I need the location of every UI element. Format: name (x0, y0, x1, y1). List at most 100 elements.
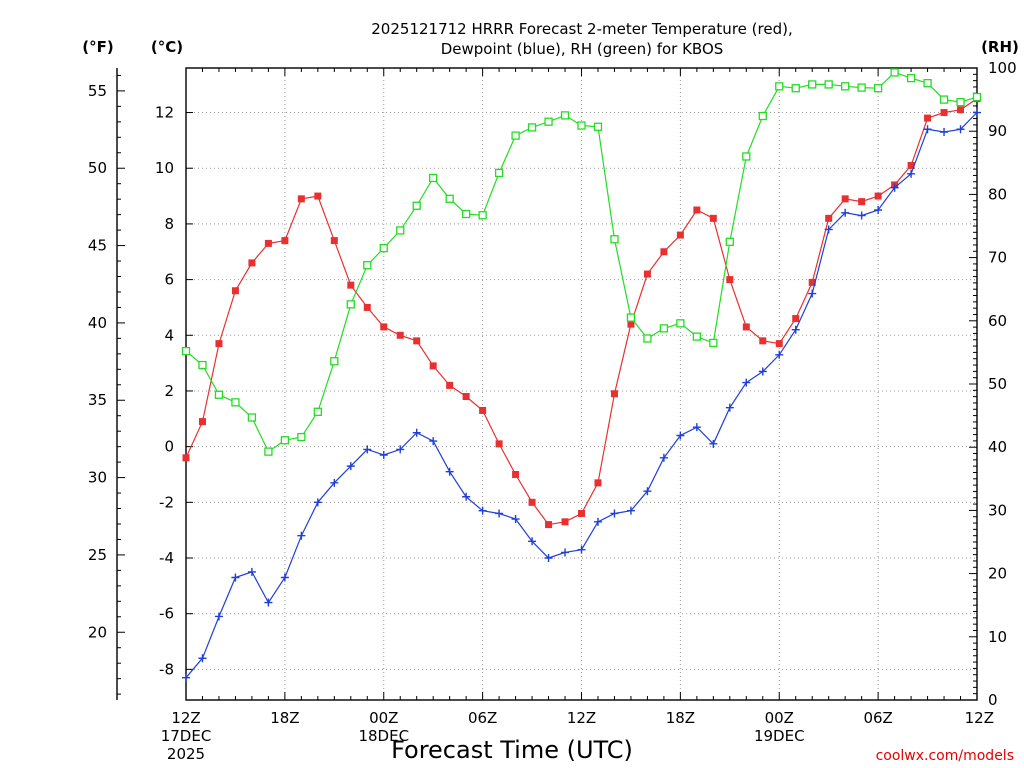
rh-point (643, 334, 652, 343)
rh-point (709, 338, 718, 348)
celsius-tick-label: 2 (164, 382, 174, 400)
rh-point (445, 194, 454, 203)
temperature-point (198, 418, 206, 426)
rh-point (659, 324, 669, 333)
rh-point (544, 117, 553, 126)
temperature-point (957, 106, 965, 114)
rh-point (478, 211, 487, 220)
dewpoint-point (841, 208, 850, 217)
temperature-point (610, 390, 618, 398)
temperature-point (676, 231, 684, 239)
dewpoint-point (808, 289, 817, 298)
dewpoint-point (198, 654, 207, 663)
rh-point (577, 121, 586, 130)
dewpoint-point (412, 428, 421, 437)
x-tick-label: 17DEC (161, 727, 212, 745)
dewpoint-point (379, 450, 388, 459)
rh-tick-label: 90 (988, 122, 1007, 140)
x-tick-label: 12Z (965, 709, 994, 727)
dewpoint-point (313, 498, 322, 507)
rh-point (461, 209, 471, 219)
rh-point (775, 82, 784, 91)
temperature-point (726, 276, 734, 284)
dewpoint-point (429, 437, 438, 446)
celsius-tick-label: 12 (155, 104, 174, 122)
x-tick-label: 06Z (468, 709, 497, 727)
rh-tick-label: 10 (988, 628, 1007, 646)
celsius-tick-label: -6 (159, 605, 174, 623)
rh-point (923, 79, 932, 88)
celsius-unit-label: (°C) (151, 38, 183, 56)
dewpoint-point (528, 537, 537, 546)
temperature-point (512, 470, 520, 478)
dewpoint-point (857, 211, 866, 220)
dewpoint-point (775, 350, 784, 359)
rh-point (231, 398, 240, 407)
dewpoint-point (923, 125, 932, 134)
temperature-point (182, 454, 190, 462)
rh-tick-label: 80 (988, 185, 1007, 203)
rh-point (181, 346, 191, 356)
temperature-point (841, 195, 849, 203)
dewpoint-point (280, 573, 289, 582)
dewpoint-point (626, 506, 635, 515)
celsius-tick-label: 10 (155, 159, 174, 177)
temperature-point (924, 114, 932, 122)
temperature-point (775, 340, 783, 348)
dewpoint-point (956, 125, 965, 134)
temperature-point (907, 161, 915, 169)
rh-point (412, 201, 421, 210)
temperature-point (297, 195, 305, 203)
x-tick-label: 12Z (171, 709, 200, 727)
rh-point (758, 111, 767, 121)
temperature-point (792, 315, 800, 323)
x-tick-label: 06Z (863, 709, 892, 727)
rh-unit-label: (RH) (981, 38, 1019, 56)
rh-point (857, 83, 866, 92)
temperature-point (594, 479, 602, 487)
rh-point (593, 122, 603, 131)
temperature-point (281, 237, 289, 245)
rh-point (610, 235, 619, 244)
rh-point (379, 243, 388, 253)
dewpoint-point (346, 462, 355, 471)
rh-point (692, 332, 702, 341)
chart-title-line-2: Dewpoint (blue), RH (green) for KBOS (441, 40, 724, 58)
rh-point (873, 84, 883, 93)
rh-tick-label: 0 (988, 691, 998, 709)
rh-point (363, 261, 372, 270)
temperature-point (363, 303, 371, 311)
temperature-point (858, 198, 866, 206)
x-tick-label: 18DEC (358, 727, 409, 745)
rh-point (527, 123, 537, 132)
rh-point (972, 92, 982, 102)
temperature-point (330, 237, 338, 245)
dewpoint-point (725, 403, 734, 412)
temperature-point (380, 323, 388, 331)
temperature-point (528, 498, 536, 506)
temperature-point (446, 381, 454, 389)
dewpoint-point (561, 548, 570, 557)
rh-point (396, 226, 405, 235)
data-series (181, 68, 982, 682)
temperature-point (215, 340, 223, 348)
temperature-point (660, 248, 668, 256)
x-tick-label: 2025 (167, 745, 205, 763)
rh-point (330, 357, 339, 366)
fahrenheit-tick-label: 35 (88, 391, 107, 409)
dewpoint-point (363, 445, 372, 454)
dewpoint-point (247, 567, 256, 576)
dewpoint-point (610, 509, 619, 518)
dewpoint-point (791, 325, 800, 334)
dewpoint-point (577, 545, 586, 554)
rh-tick-label: 60 (988, 312, 1007, 330)
temperature-point (627, 320, 635, 328)
rh-point (824, 80, 833, 89)
temperature-point (248, 259, 256, 267)
x-tick-label: 00Z (765, 709, 794, 727)
rh-point (494, 168, 504, 178)
rh-point (264, 447, 273, 456)
rh-point (906, 73, 916, 83)
x-axis-title: Forecast Time (UTC) (391, 736, 633, 764)
